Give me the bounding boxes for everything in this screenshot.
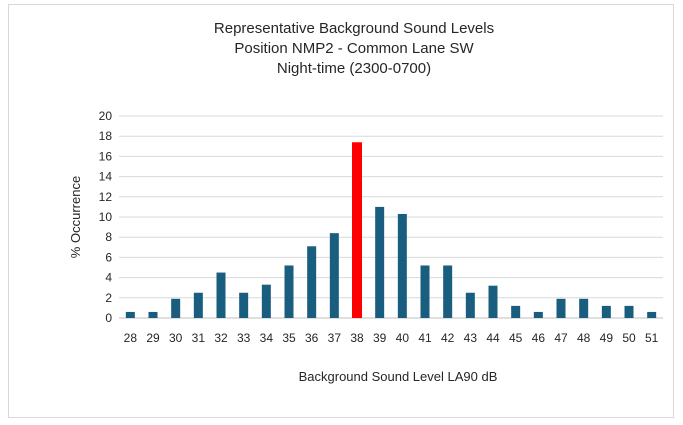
- bar-40: [397, 213, 407, 318]
- y-tick-label-12: 12: [99, 190, 113, 204]
- x-tick-label-36: 36: [305, 331, 319, 345]
- bar-42: [443, 265, 453, 318]
- bar-39: [375, 206, 385, 318]
- x-tick-label-39: 39: [373, 331, 387, 345]
- x-axis-label: Background Sound Level LA90 dB: [299, 369, 498, 384]
- bar-51: [647, 311, 657, 318]
- bar-34: [261, 284, 271, 318]
- bar-35: [284, 265, 294, 318]
- y-tick-label-8: 8: [105, 230, 112, 244]
- y-axis-label: % Occurrence: [68, 176, 83, 258]
- x-tick-label-29: 29: [146, 331, 160, 345]
- chart-title-line-3: Night-time (2300-0700): [277, 60, 431, 77]
- bar-41: [420, 265, 430, 318]
- y-tick-label-6: 6: [105, 250, 112, 264]
- x-tick-label-51: 51: [645, 331, 659, 345]
- y-tick-label-16: 16: [99, 149, 113, 163]
- bar-47: [556, 298, 566, 318]
- x-tick-label-47: 47: [554, 331, 568, 345]
- bar-46: [533, 311, 543, 318]
- y-tick-label-0: 0: [105, 311, 112, 325]
- y-tick-label-14: 14: [99, 170, 113, 184]
- y-tick-label-4: 4: [105, 271, 112, 285]
- bar-44: [488, 285, 498, 318]
- chart-title: Representative Background Sound Levels P…: [214, 20, 494, 77]
- x-tick-label-42: 42: [441, 331, 455, 345]
- chart-title-line-2: Position NMP2 - Common Lane SW: [234, 40, 474, 57]
- bar-29: [148, 311, 158, 318]
- x-tick-label-32: 32: [214, 331, 228, 345]
- x-tick-label-38: 38: [350, 331, 364, 345]
- x-tick-label-50: 50: [622, 331, 636, 345]
- y-tick-label-2: 2: [105, 291, 112, 305]
- y-tick-label-18: 18: [99, 129, 113, 143]
- bar-49: [601, 305, 611, 318]
- x-tick-label-41: 41: [418, 331, 432, 345]
- x-tick-label-37: 37: [328, 331, 342, 345]
- bar-45: [511, 305, 521, 318]
- bar-32: [216, 272, 226, 318]
- y-tick-label-20: 20: [99, 109, 113, 123]
- bar-43: [465, 292, 475, 318]
- gridlines: [119, 115, 663, 319]
- bar-48: [579, 298, 589, 318]
- x-axis-ticks: 28 29 30 31 32 33 34 35 36 37 38 39 40 41 42 43 44 45 46 47…: [124, 331, 659, 345]
- bar-30: [171, 298, 181, 318]
- x-tick-label-46: 46: [532, 331, 546, 345]
- x-tick-label-49: 49: [600, 331, 614, 345]
- bar-33: [239, 292, 249, 318]
- x-tick-label-28: 28: [124, 331, 138, 345]
- bar-36: [307, 246, 317, 318]
- x-tick-label-33: 33: [237, 331, 251, 345]
- bar-31: [193, 292, 203, 318]
- chart-title-line-1: Representative Background Sound Levels: [214, 20, 494, 37]
- x-tick-label-30: 30: [169, 331, 183, 345]
- y-tick-label-10: 10: [99, 210, 113, 224]
- x-tick-label-31: 31: [192, 331, 206, 345]
- x-tick-label-34: 34: [260, 331, 274, 345]
- x-tick-label-48: 48: [577, 331, 591, 345]
- bar-28: [125, 311, 135, 318]
- bar-50: [624, 305, 634, 318]
- x-tick-label-44: 44: [486, 331, 500, 345]
- x-tick-label-35: 35: [282, 331, 296, 345]
- bar-37: [329, 233, 339, 318]
- x-tick-label-40: 40: [396, 331, 410, 345]
- bar-38: [352, 142, 362, 318]
- y-axis-ticks: 0 2 4 6 8 10 12 14 16 18 20: [99, 109, 113, 325]
- chart-frame: [8, 4, 674, 418]
- x-tick-label-45: 45: [509, 331, 523, 345]
- x-tick-label-43: 43: [464, 331, 478, 345]
- bars: [125, 142, 657, 318]
